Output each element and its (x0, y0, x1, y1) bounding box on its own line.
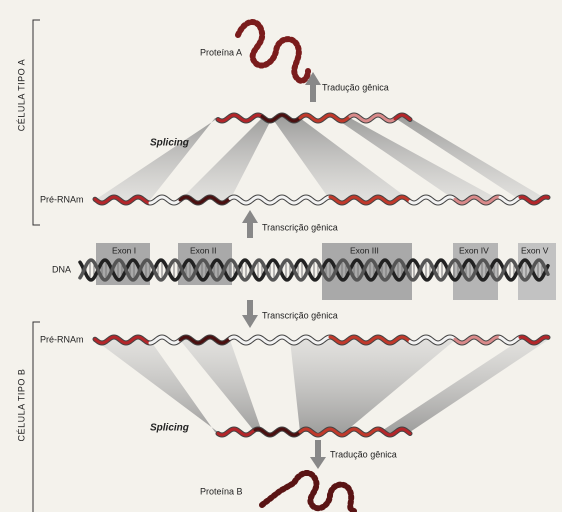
splicing-diagram: CÉLULA TIPO A CÉLULA TIPO B Proteína A T… (0, 0, 562, 512)
cell-a-label: CÉLULA TIPO A (16, 59, 26, 131)
exon-label: Exon I (112, 245, 136, 255)
translation-label: Tradução gênica (322, 82, 389, 92)
exon-label: Exon V (521, 245, 549, 255)
transcription-label: Transcrição gênica (262, 222, 338, 232)
dna-label: DNA (52, 264, 71, 274)
exon-label: Exon II (190, 245, 216, 255)
exon-label: Exon IV (459, 245, 489, 255)
page: CÉLULA TIPO A CÉLULA TIPO B Proteína A T… (0, 0, 562, 512)
bracket-b (33, 322, 40, 512)
protein-b-label: Proteína B (200, 486, 243, 496)
splicing-label: Splicing (150, 138, 189, 149)
exon-label: Exon III (350, 245, 379, 255)
translation-label: Tradução gênica (330, 449, 397, 459)
splicing-label: Splicing (150, 423, 189, 434)
bracket-a (33, 20, 40, 225)
splice-fan (180, 118, 272, 200)
pre-mrna-label: Pré-RNAm (40, 334, 84, 344)
protein-b (262, 473, 354, 511)
protein-a-label: Proteína A (200, 47, 242, 57)
mrna-b-segment (255, 429, 300, 435)
transcription-label: Transcrição gênica (262, 310, 338, 320)
protein-a (238, 22, 308, 81)
splice-fan (272, 118, 410, 200)
cell-b-label: CÉLULA TIPO B (16, 369, 26, 442)
pre-mrna-label: Pré-RNAm (40, 194, 84, 204)
splice-fan (180, 340, 262, 432)
